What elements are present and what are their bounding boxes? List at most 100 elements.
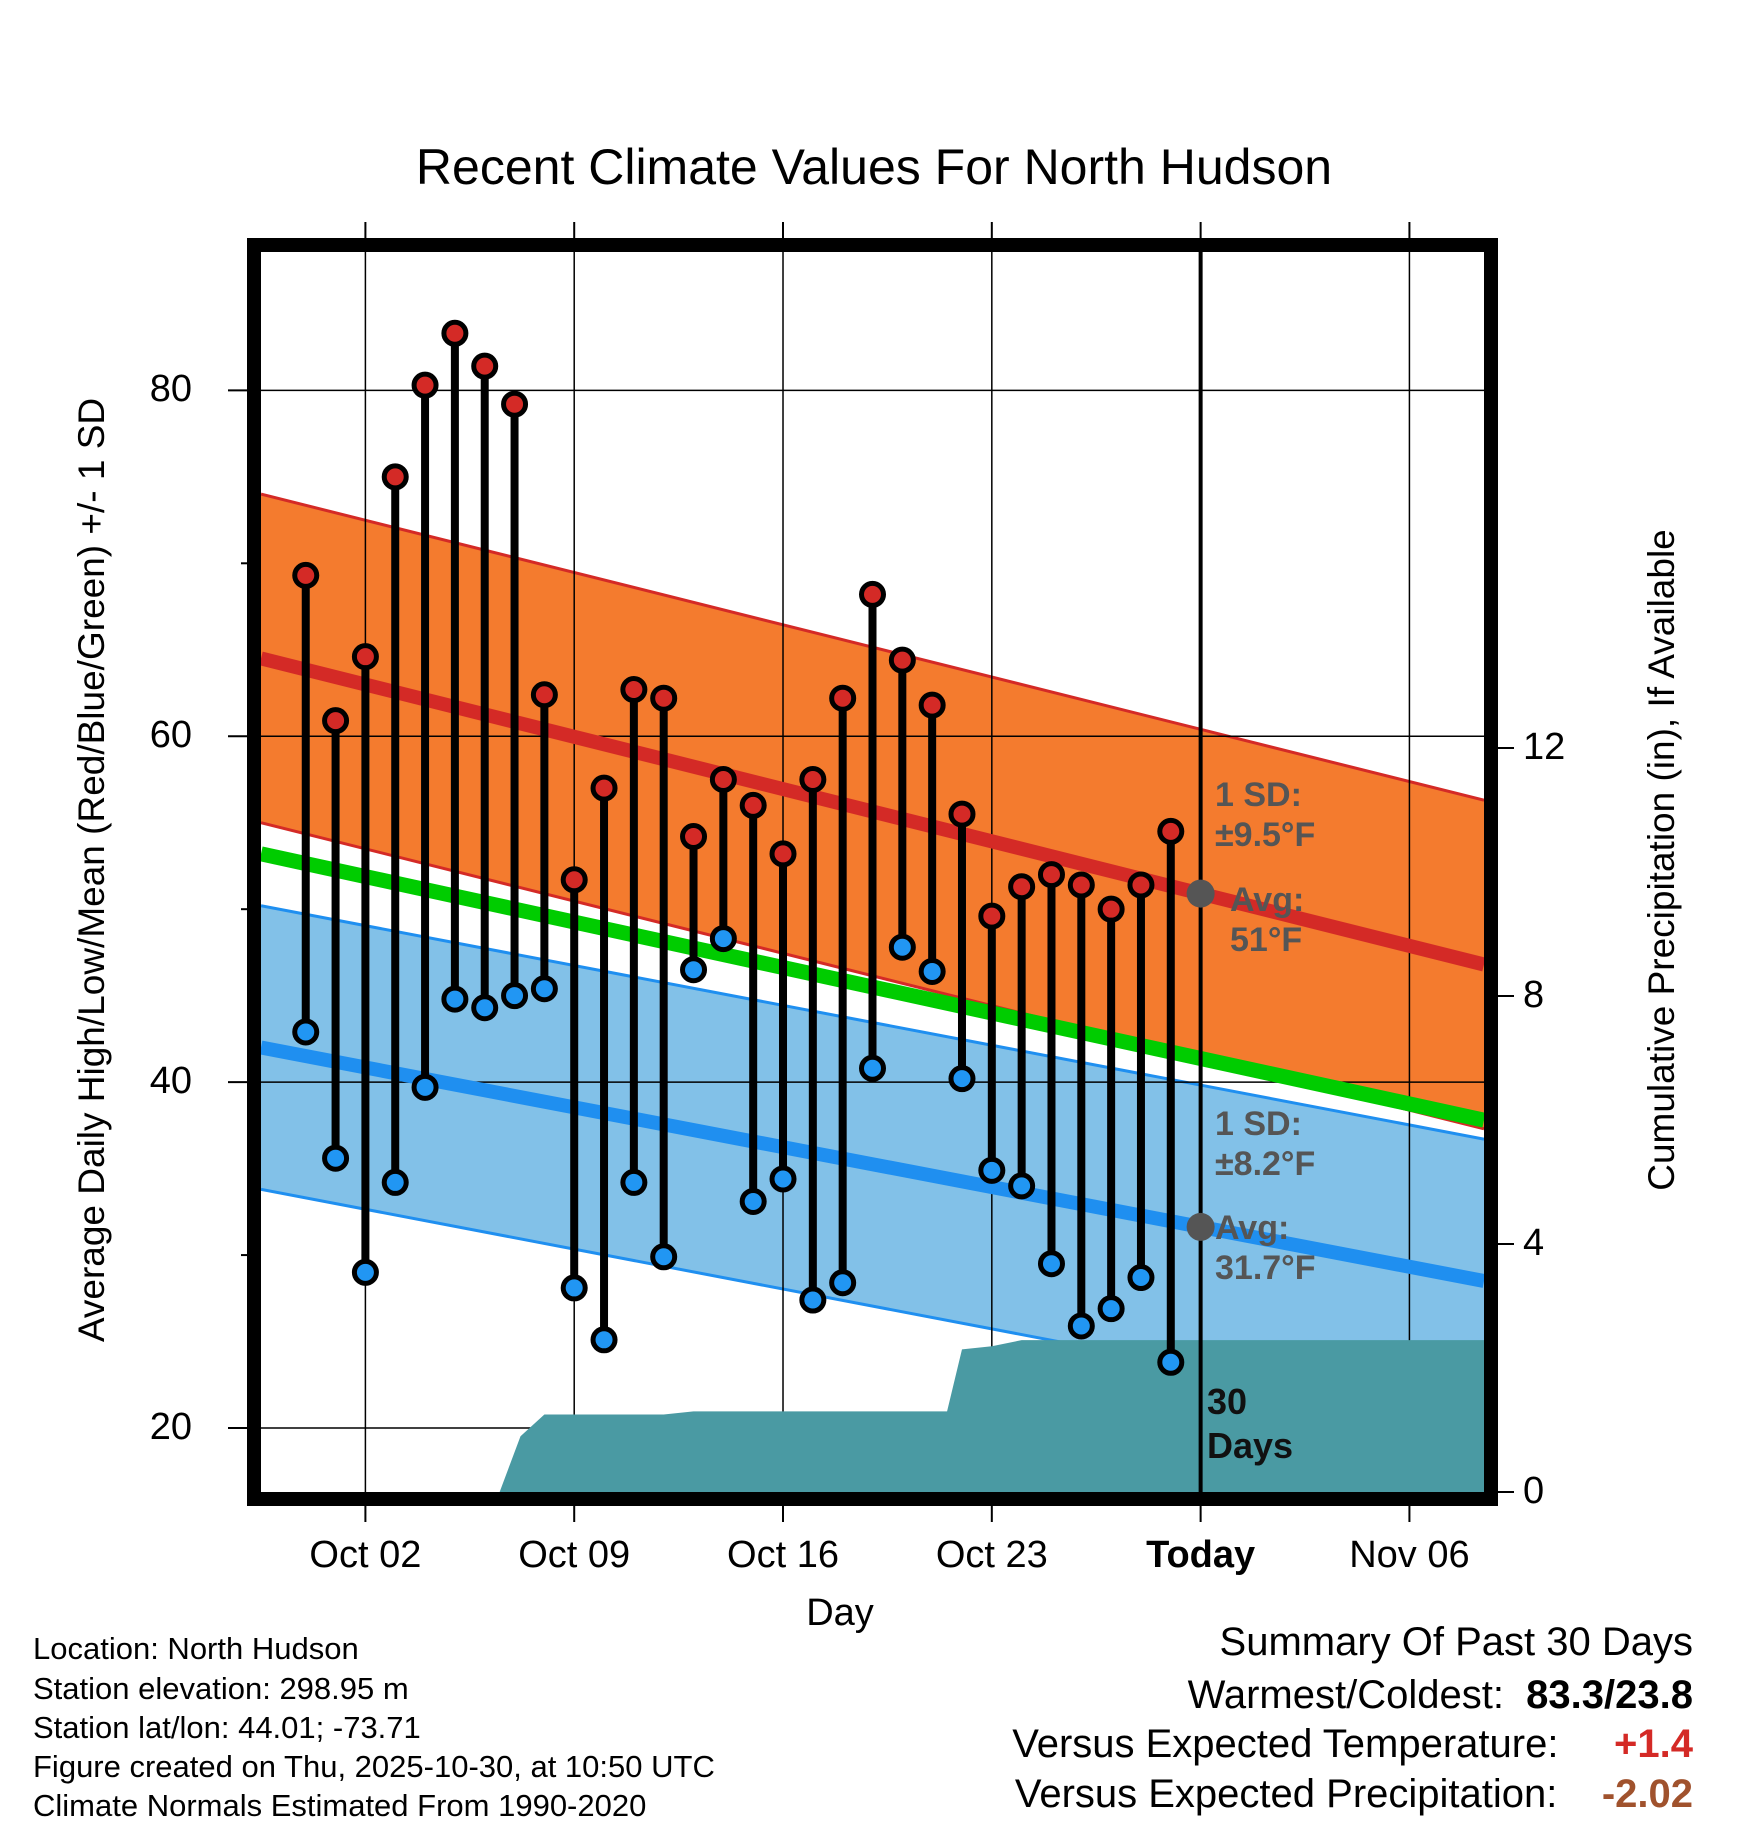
daily-high-point xyxy=(888,646,916,674)
daily-high-point xyxy=(322,707,350,735)
low-normal-line xyxy=(261,1040,1484,1288)
y2-tick-label: 4 xyxy=(1523,1222,1545,1264)
created-info: Figure created on Thu, 2025-10-30, at 10… xyxy=(33,1749,715,1784)
y-tick-label: 20 xyxy=(149,1406,192,1448)
period-number: 30 xyxy=(1207,1381,1248,1422)
x-tick-label: Oct 23 xyxy=(935,1534,1048,1576)
daily-low-point xyxy=(560,1274,588,1302)
daily-low-point xyxy=(739,1187,767,1215)
daily-low-point xyxy=(799,1286,827,1314)
today-high-avg-point xyxy=(1186,879,1215,908)
daily-low-point xyxy=(381,1168,409,1196)
high-avg-value: 51°F xyxy=(1230,921,1303,959)
daily-low-point xyxy=(829,1269,857,1297)
daily-high-point xyxy=(650,684,678,712)
elevation-info: Station elevation: 298.95 m xyxy=(33,1671,409,1706)
daily-low-point xyxy=(501,982,529,1010)
daily-low-point xyxy=(769,1165,797,1193)
daily-low-point xyxy=(351,1258,379,1286)
daily-high-point xyxy=(709,765,737,793)
daily-high-point xyxy=(471,352,499,380)
daily-low-point xyxy=(620,1168,648,1196)
low-sd-label: 1 SD: xyxy=(1215,1105,1302,1143)
daily-high-point xyxy=(590,774,618,802)
daily-high-point xyxy=(1037,861,1065,889)
plot-frame xyxy=(247,238,1498,1506)
daily-high-point xyxy=(799,765,827,793)
daily-low-point xyxy=(650,1243,678,1271)
high-sd-value: ±9.5°F xyxy=(1215,816,1316,854)
daily-high-point xyxy=(501,390,529,418)
x-tick-label: Oct 09 xyxy=(518,1534,631,1576)
daily-low-point xyxy=(322,1144,350,1172)
daily-high-point xyxy=(680,823,708,851)
y2-axis-label: Cumulative Precipitation (in), If Availa… xyxy=(1641,529,1682,1191)
daily-low-point xyxy=(1067,1312,1095,1340)
daily-high-point xyxy=(620,676,648,704)
daily-low-point xyxy=(948,1065,976,1093)
y-tick-label: 40 xyxy=(149,1060,192,1103)
daily-high-point xyxy=(292,561,320,589)
period-annotation: 30 Days xyxy=(1207,1380,1293,1468)
daily-low-point xyxy=(680,956,708,984)
high-avg-label: Avg: xyxy=(1230,881,1305,919)
low-avg-value: 31.7°F xyxy=(1215,1249,1316,1287)
y2-tick-label: 12 xyxy=(1523,726,1566,768)
latlon-info: Station lat/lon: 44.01; -73.71 xyxy=(33,1710,421,1745)
daily-high-point xyxy=(859,580,886,608)
daily-low-point xyxy=(709,925,737,953)
low-avg-label: Avg: xyxy=(1215,1209,1290,1247)
precip-value: -2.02 xyxy=(1601,1772,1693,1816)
daily-high-point xyxy=(1157,817,1185,845)
daily-low-point xyxy=(888,933,916,961)
normals-info: Climate Normals Estimated From 1990-2020 xyxy=(33,1788,647,1823)
daily-low-point xyxy=(859,1054,886,1082)
daily-low-point xyxy=(1127,1264,1155,1292)
daily-high-point xyxy=(829,684,857,712)
daily-high-point xyxy=(739,791,767,819)
summary-precip: Versus Expected Precipitation: -2.02 xyxy=(1015,1772,1693,1817)
daily-low-point xyxy=(590,1326,618,1354)
daily-high-point xyxy=(530,681,558,709)
daily-high-point xyxy=(381,463,409,491)
today-low-avg-point xyxy=(1186,1212,1215,1241)
y-axis-label: Average Daily High/Low/Mean (Red/Blue/Gr… xyxy=(71,397,112,1343)
high-avg-annotation: Avg: 51°F xyxy=(1230,880,1304,960)
temp-label: Versus Expected Temperature: xyxy=(1012,1722,1559,1766)
daily-low-point xyxy=(1037,1250,1065,1278)
daily-high-point xyxy=(918,691,946,719)
x-tick-label: Oct 16 xyxy=(727,1534,839,1576)
low-avg-annotation: Avg: 31.7°F xyxy=(1215,1208,1316,1288)
precip-label: Versus Expected Precipitation: xyxy=(1014,1772,1558,1816)
y2-tick-label: 8 xyxy=(1523,974,1545,1016)
high-sd-annotation: 1 SD: ±9.5°F xyxy=(1215,775,1315,855)
daily-high-point xyxy=(351,643,379,671)
period-unit: Days xyxy=(1207,1425,1294,1466)
daily-high-point xyxy=(1008,873,1036,901)
summary-warm-cold: Warmest/Coldest: 83.3/23.8 xyxy=(1188,1673,1693,1718)
daily-high-point xyxy=(1067,871,1095,899)
low-sd-value: ±8.2°F xyxy=(1215,1145,1316,1183)
daily-low-point xyxy=(1008,1172,1036,1200)
y-tick-label: 80 xyxy=(149,368,192,411)
daily-low-point xyxy=(441,985,469,1013)
daily-low-point xyxy=(978,1156,1006,1184)
daily-high-point xyxy=(560,866,588,894)
y-tick-label: 60 xyxy=(149,714,192,757)
high-sd-label: 1 SD: xyxy=(1215,776,1302,814)
summary-temp: Versus Expected Temperature: +1.4 xyxy=(1012,1722,1693,1767)
daily-low-point xyxy=(1097,1295,1125,1323)
plot-area xyxy=(261,252,1484,1492)
daily-low-point xyxy=(292,1018,320,1046)
daily-high-point xyxy=(1097,895,1125,923)
warm-cold-label: Warmest/Coldest: xyxy=(1187,1673,1504,1717)
daily-high-point xyxy=(441,319,469,347)
y2-tick-label: 0 xyxy=(1523,1470,1545,1512)
daily-low-point xyxy=(411,1073,439,1101)
x-tick-label: Today xyxy=(1146,1534,1256,1576)
daily-high-point xyxy=(1127,871,1155,899)
precip-area xyxy=(499,1340,1484,1492)
temp-value: +1.4 xyxy=(1614,1722,1693,1766)
daily-high-point xyxy=(978,902,1006,930)
